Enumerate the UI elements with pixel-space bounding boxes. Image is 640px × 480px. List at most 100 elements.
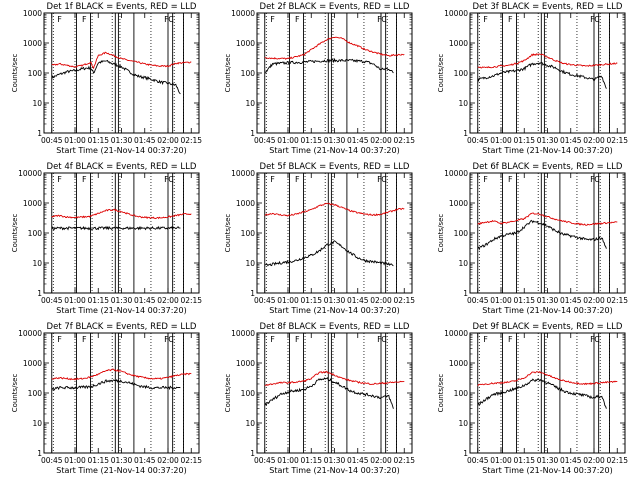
- flag-label: C: [594, 175, 600, 184]
- y-tick-label: 1000: [23, 199, 42, 208]
- x-tick-label: 02:00: [583, 296, 605, 305]
- x-tick-label: 02:00: [370, 456, 392, 465]
- flag-label: F: [295, 335, 300, 344]
- series-lld-line: [477, 53, 618, 69]
- flag-label: F: [590, 175, 595, 184]
- panel-title: Det 9f BLACK = Events, RED = LLD: [473, 322, 623, 332]
- x-axis-label: Start Time (21-Nov-14 00:37:20): [56, 306, 186, 315]
- x-tick-label: 00:45: [467, 456, 489, 465]
- x-tick-label: 02:15: [180, 456, 202, 465]
- y-tick-label: 100: [28, 229, 43, 238]
- plot-frame: [256, 332, 413, 454]
- x-tick-label: 02:15: [393, 456, 415, 465]
- x-tick-label: 01:45: [560, 296, 582, 305]
- panel-det-4: Det 4f BLACK = Events, RED = LLD 1 10 100 10…: [11, 162, 202, 315]
- y-axis-label: Counts/sec: [11, 54, 19, 93]
- x-tick-label: 01:00: [277, 456, 299, 465]
- x-tick-label: 01:45: [347, 136, 369, 145]
- flag-label: F: [295, 175, 300, 184]
- y-tick-label: 10: [245, 259, 255, 268]
- y-tick-label: 1: [250, 129, 255, 138]
- flag-label: C: [381, 335, 387, 344]
- plot-frame: [469, 172, 626, 294]
- x-tick-label: 02:15: [606, 456, 628, 465]
- y-tick-label: 10000: [18, 329, 42, 338]
- x-tick-label: 01:45: [560, 456, 582, 465]
- y-tick-label: 100: [241, 69, 256, 78]
- x-tick-label: 01:00: [490, 456, 512, 465]
- flag-label: C: [594, 15, 600, 24]
- flag-label: F: [164, 175, 169, 184]
- x-tick-label: 01:45: [347, 456, 369, 465]
- x-tick-label: 00:45: [41, 456, 63, 465]
- y-tick-label: 10: [32, 419, 42, 428]
- flag-label: F: [57, 175, 62, 184]
- y-axis-label: Counts/sec: [11, 374, 19, 413]
- panel-title: Det 3f BLACK = Events, RED = LLD: [473, 2, 623, 12]
- x-tick-label: 02:00: [370, 136, 392, 145]
- y-tick-label: 1: [37, 129, 42, 138]
- panel-det-3: Det 3f BLACK = Events, RED = LLD 1 10 100 10…: [437, 2, 628, 155]
- x-tick-label: 01:00: [490, 136, 512, 145]
- flag-label: C: [381, 175, 387, 184]
- y-tick-label: 1000: [23, 39, 42, 48]
- x-tick-label: 01:00: [277, 136, 299, 145]
- x-tick-label: 01:00: [64, 456, 86, 465]
- series-events-line: [477, 61, 607, 89]
- x-tick-label: 01:15: [87, 456, 109, 465]
- series-lld-line: [264, 36, 405, 60]
- flag-label: C: [168, 335, 174, 344]
- x-tick-label: 01:00: [64, 296, 86, 305]
- panel-title: Det 8f BLACK = Events, RED = LLD: [260, 322, 410, 332]
- x-tick-label: 01:45: [134, 136, 156, 145]
- series-events-line: [51, 378, 181, 391]
- x-axis-label: Start Time (21-Nov-14 00:37:20): [269, 306, 399, 315]
- x-axis-label: Start Time (21-Nov-14 00:37:20): [482, 466, 612, 475]
- x-tick-label: 01:30: [537, 296, 559, 305]
- x-axis-label: Start Time (21-Nov-14 00:37:20): [482, 306, 612, 315]
- x-axis-label: Start Time (21-Nov-14 00:37:20): [56, 466, 186, 475]
- y-tick-label: 10: [245, 419, 255, 428]
- flag-label: F: [508, 335, 513, 344]
- x-tick-label: 01:00: [277, 296, 299, 305]
- series-events-line: [51, 59, 181, 95]
- x-tick-label: 01:15: [513, 456, 535, 465]
- series-lld-line: [51, 51, 192, 70]
- plot-frame: [256, 12, 413, 134]
- x-axis-label: Start Time (21-Nov-14 00:37:20): [56, 146, 186, 155]
- x-axis-label: Start Time (21-Nov-14 00:37:20): [269, 466, 399, 475]
- y-tick-label: 100: [241, 229, 256, 238]
- series-events-line: [477, 219, 607, 251]
- y-tick-label: 1: [463, 449, 468, 458]
- x-tick-label: 01:15: [87, 136, 109, 145]
- flag-label: F: [270, 15, 275, 24]
- y-tick-label: 1000: [236, 199, 255, 208]
- y-tick-label: 1: [37, 449, 42, 458]
- x-tick-label: 02:15: [180, 296, 202, 305]
- x-tick-label: 01:15: [300, 456, 322, 465]
- panel-det-9: Det 9f BLACK = Events, RED = LLD 1 10 100 10…: [437, 322, 628, 475]
- plot-frame: [43, 172, 200, 294]
- plot-frame: [43, 332, 200, 454]
- x-tick-label: 01:45: [134, 296, 156, 305]
- panel-det-8: Det 8f BLACK = Events, RED = LLD 1 10 100 10…: [224, 322, 415, 475]
- y-tick-label: 10000: [444, 9, 468, 18]
- flag-label: F: [164, 335, 169, 344]
- y-tick-label: 10000: [444, 169, 468, 178]
- series-lld-line: [477, 212, 618, 226]
- x-axis-label: Start Time (21-Nov-14 00:37:20): [482, 146, 612, 155]
- x-tick-label: 02:00: [583, 136, 605, 145]
- x-tick-label: 02:00: [370, 296, 392, 305]
- y-tick-label: 1: [463, 129, 468, 138]
- x-tick-label: 00:45: [41, 136, 63, 145]
- x-tick-label: 00:45: [254, 296, 276, 305]
- x-tick-label: 01:15: [513, 296, 535, 305]
- flag-label: C: [168, 175, 174, 184]
- x-tick-label: 01:30: [324, 136, 346, 145]
- plot-frame: [469, 12, 626, 134]
- flag-label: F: [508, 175, 513, 184]
- flag-label: F: [590, 15, 595, 24]
- x-axis-label: Start Time (21-Nov-14 00:37:20): [269, 146, 399, 155]
- series-events-line: [264, 57, 394, 74]
- flag-label: F: [82, 15, 87, 24]
